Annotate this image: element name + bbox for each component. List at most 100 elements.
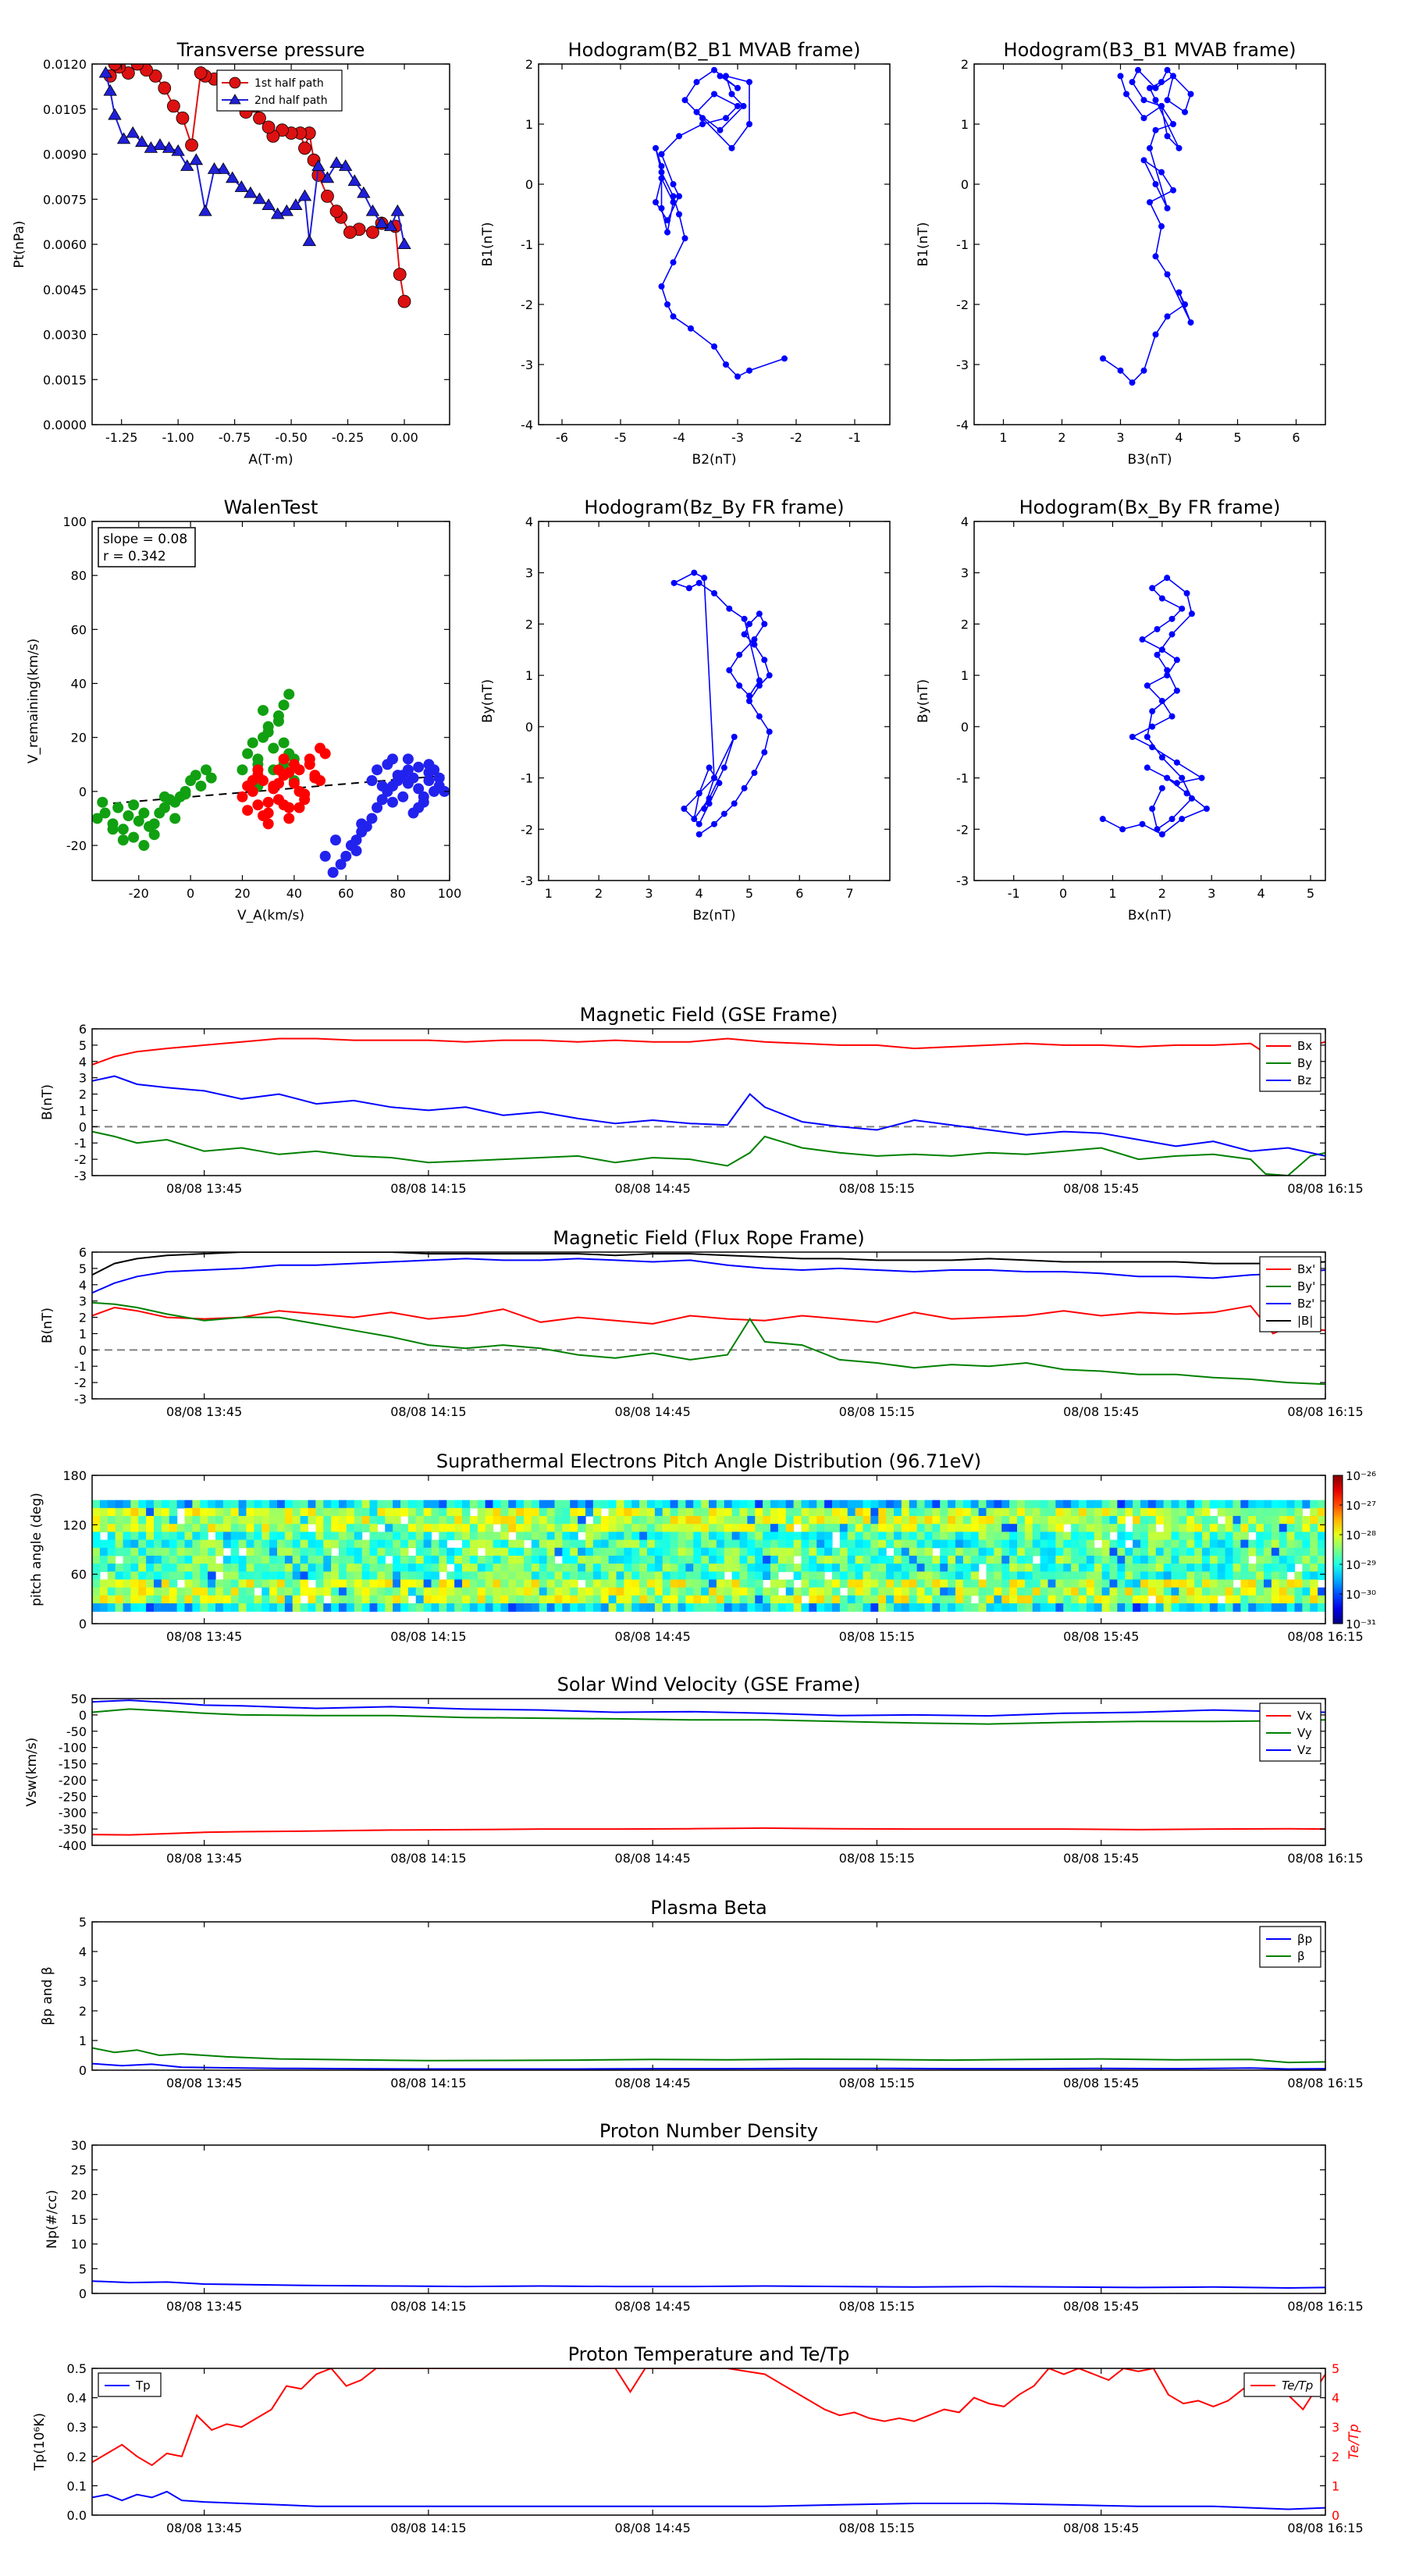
- heatmap-cell: [1286, 1555, 1296, 1564]
- heatmap-cell: [793, 1500, 802, 1509]
- chart-title: Magnetic Field (GSE Frame): [580, 1004, 838, 1026]
- heatmap-cell: [1086, 1500, 1095, 1509]
- heatmap-cell: [1318, 1595, 1326, 1604]
- heatmap-cell: [92, 1603, 101, 1612]
- heatmap-cell: [1079, 1571, 1087, 1581]
- heatmap-cell: [1240, 1587, 1249, 1596]
- heatmap-cell: [631, 1555, 640, 1564]
- data-point: [262, 796, 274, 808]
- heatmap-cell: [909, 1547, 918, 1557]
- x-tick-label: 08/08 16:15: [1287, 2299, 1363, 2314]
- heatmap-cell: [1055, 1603, 1064, 1612]
- heatmap-cell: [300, 1516, 309, 1525]
- heatmap-cell: [161, 1579, 170, 1589]
- x-tick-label: 08/08 16:15: [1287, 2076, 1363, 2090]
- heatmap-cell: [1001, 1532, 1010, 1541]
- y-tick-label: 50: [71, 1692, 87, 1706]
- heatmap-cell: [1217, 1571, 1226, 1581]
- heatmap-cell: [1040, 1555, 1049, 1564]
- chart-title: Hodogram(B2_B1 MVAB frame): [568, 39, 861, 61]
- heatmap-cell: [1155, 1571, 1165, 1581]
- heatmap-cell: [832, 1571, 841, 1581]
- heatmap-cell: [1256, 1524, 1264, 1532]
- heatmap-cell: [1318, 1516, 1326, 1525]
- heatmap-cell: [592, 1571, 602, 1581]
- heatmap-cell: [570, 1500, 578, 1509]
- heatmap-cell: [1009, 1547, 1018, 1557]
- x-axis-label: V_A(km/s): [237, 908, 304, 923]
- y-tick-label: 0.0120: [43, 57, 87, 72]
- heatmap-cell: [585, 1532, 594, 1541]
- heatmap-cell: [1179, 1500, 1187, 1509]
- heatmap-cell: [469, 1516, 478, 1525]
- heatmap-cell: [462, 1547, 471, 1557]
- heatmap-cell: [1310, 1539, 1318, 1549]
- heatmap-cell: [1294, 1524, 1303, 1532]
- heatmap-cell: [1125, 1571, 1133, 1581]
- heatmap-cell: [393, 1587, 401, 1596]
- heatmap-cell: [1209, 1547, 1218, 1557]
- data-point: [1117, 73, 1124, 80]
- plot-frame: [538, 63, 891, 425]
- data-point: [366, 226, 379, 240]
- heatmap-cell: [932, 1564, 941, 1572]
- heatmap-cell: [986, 1539, 994, 1549]
- heatmap-cell: [600, 1555, 610, 1564]
- heatmap-cell: [500, 1587, 509, 1596]
- heatmap-cell: [1217, 1524, 1226, 1532]
- heatmap-cell: [123, 1564, 131, 1572]
- heatmap-cell: [1024, 1532, 1033, 1541]
- heatmap-cell: [1240, 1516, 1249, 1525]
- heatmap-cell: [1271, 1507, 1280, 1517]
- heatmap-cell: [716, 1571, 725, 1581]
- heatmap-cell: [847, 1595, 856, 1604]
- heatmap-cell: [948, 1571, 956, 1581]
- heatmap-cell: [924, 1555, 933, 1564]
- heatmap-cell: [763, 1555, 771, 1564]
- heatmap-cell: [1171, 1500, 1179, 1509]
- heatmap-cell: [724, 1595, 733, 1604]
- data-point: [746, 621, 752, 628]
- heatmap-cell: [261, 1507, 270, 1517]
- heatmap-cell: [1001, 1555, 1010, 1564]
- heatmap-cell: [516, 1524, 525, 1532]
- heatmap-cell: [624, 1507, 632, 1517]
- heatmap-cell: [123, 1500, 131, 1509]
- heatmap-cell: [1079, 1555, 1087, 1564]
- heatmap-cell: [1133, 1579, 1141, 1589]
- heatmap-cell: [130, 1571, 139, 1581]
- data-point: [693, 79, 700, 86]
- data-point: [262, 818, 274, 830]
- heatmap-cell: [485, 1587, 494, 1596]
- x-tick-label: 08/08 16:15: [1287, 2521, 1363, 2535]
- heatmap-cell: [439, 1587, 447, 1596]
- heatmap-cell: [631, 1500, 640, 1509]
- heatmap-cell: [824, 1555, 833, 1564]
- heatmap-cell: [516, 1587, 525, 1596]
- heatmap-cell: [508, 1555, 517, 1564]
- y-tick-label: 6: [79, 1245, 87, 1260]
- heatmap-cell: [446, 1603, 455, 1612]
- heatmap-cell: [385, 1500, 393, 1509]
- heatmap-cell: [562, 1507, 571, 1517]
- plot-frame: [91, 1698, 1326, 1846]
- heatmap-cell: [1171, 1603, 1179, 1612]
- heatmap-cell: [238, 1516, 247, 1525]
- heatmap-cell: [315, 1516, 324, 1525]
- heatmap-cell: [1024, 1587, 1033, 1596]
- heatmap-cell: [493, 1547, 501, 1557]
- y-tick-label: 0: [79, 1708, 87, 1723]
- heatmap-cell: [400, 1595, 409, 1604]
- heatmap-cell: [446, 1532, 455, 1541]
- heatmap-cell: [924, 1539, 933, 1549]
- heatmap-cell: [524, 1555, 532, 1564]
- heatmap-cell: [1048, 1539, 1056, 1549]
- chart-title: Hodogram(Bz_By FR frame): [584, 496, 844, 518]
- heatmap-cell: [592, 1595, 602, 1604]
- heatmap-cell: [1017, 1587, 1026, 1596]
- heatmap-cell: [462, 1507, 471, 1517]
- plot-frame: [91, 521, 450, 881]
- heatmap-cell: [208, 1595, 216, 1604]
- heatmap-cell: [994, 1547, 1002, 1557]
- heatmap-cell: [423, 1532, 432, 1541]
